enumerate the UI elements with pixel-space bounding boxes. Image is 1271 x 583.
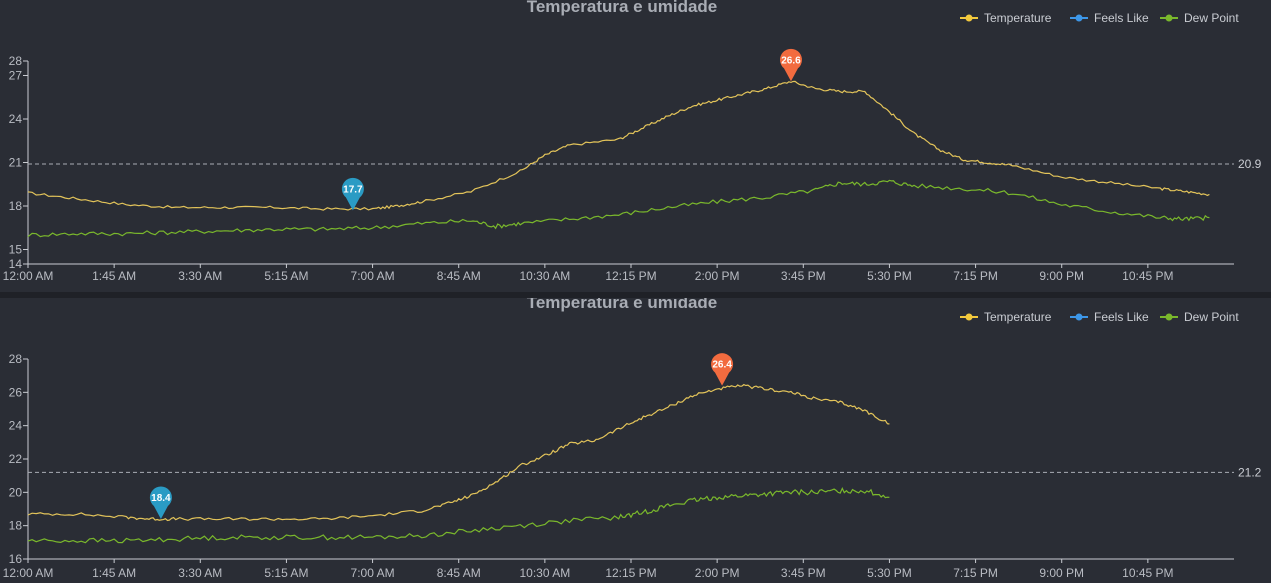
legend-dot-0[interactable]: [965, 313, 973, 321]
x-tick-label: 12:00 AM: [3, 566, 54, 580]
x-tick-label: 9:00 PM: [1039, 566, 1084, 580]
x-tick-label: 9:00 PM: [1039, 269, 1084, 283]
x-tick-label: 3:30 AM: [178, 566, 222, 580]
legend-dot-2[interactable]: [1165, 313, 1173, 321]
max-marker: 26.4: [711, 353, 734, 386]
legend-label-2[interactable]: Dew Point: [1184, 310, 1239, 324]
max-marker-label: 26.6: [781, 55, 801, 66]
x-tick-label: 10:30 AM: [520, 269, 571, 283]
x-tick-label: 2:00 PM: [695, 269, 740, 283]
x-tick-label: 5:30 PM: [867, 566, 912, 580]
x-tick-label: 7:15 PM: [953, 566, 998, 580]
y-tick-label: 16: [9, 552, 23, 566]
panel-divider: [0, 292, 1271, 298]
legend-label-0[interactable]: Temperature: [984, 11, 1052, 25]
average-label: 20.9: [1238, 157, 1262, 171]
series-line-temperature: [27, 80, 1210, 211]
y-tick-label: 22: [9, 452, 23, 466]
x-tick-label: 5:15 AM: [264, 269, 308, 283]
y-tick-label: 15: [9, 243, 23, 257]
x-tick-label: 3:45 PM: [781, 269, 826, 283]
chart-title: Temperatura e umidade: [527, 298, 718, 312]
min-marker: 17.7: [341, 177, 364, 211]
temperature-chart-bottom: Temperatura e umidade Temperature Feels Li…: [3, 298, 1262, 580]
y-tick-label: 18: [9, 519, 23, 533]
x-tick-label: 8:45 AM: [437, 566, 481, 580]
x-tick-label: 1:45 AM: [92, 269, 136, 283]
x-tick-label: 10:30 AM: [520, 566, 571, 580]
y-tick-label: 28: [9, 54, 23, 68]
x-tick-label: 7:00 AM: [351, 269, 395, 283]
max-marker-label: 26.4: [712, 360, 732, 371]
y-tick-label: 24: [9, 419, 23, 433]
max-marker-pin: [779, 48, 802, 82]
y-tick-label: 27: [9, 69, 23, 83]
legend-dot-2[interactable]: [1165, 14, 1173, 22]
y-tick-label: 28: [9, 352, 23, 366]
min-marker-pin: [149, 486, 172, 519]
y-tick-label: 14: [9, 257, 23, 271]
chart-title: Temperatura e umidade: [527, 0, 718, 16]
x-tick-label: 5:30 PM: [867, 269, 912, 283]
x-tick-label: 12:15 PM: [605, 269, 656, 283]
y-tick-label: 24: [9, 112, 23, 126]
x-tick-label: 5:15 AM: [264, 566, 308, 580]
max-marker: 26.6: [779, 48, 802, 82]
series-line-temperature: [27, 383, 890, 522]
y-tick-label: 21: [9, 156, 23, 170]
y-tick-label: 26: [9, 385, 23, 399]
min-marker-pin: [341, 177, 364, 211]
min-marker-label: 18.4: [151, 493, 171, 504]
legend-dot-1[interactable]: [1075, 14, 1083, 22]
legend-label-1[interactable]: Feels Like: [1094, 310, 1149, 324]
legend-dot-1[interactable]: [1075, 313, 1083, 321]
x-tick-label: 3:30 AM: [178, 269, 222, 283]
average-label: 21.2: [1238, 465, 1262, 479]
min-marker: 18.4: [149, 486, 172, 519]
legend-label-1[interactable]: Feels Like: [1094, 11, 1149, 25]
legend-label-0[interactable]: Temperature: [984, 310, 1052, 324]
y-tick-label: 20: [9, 485, 23, 499]
x-tick-label: 10:45 PM: [1122, 566, 1173, 580]
x-tick-label: 12:15 PM: [605, 566, 656, 580]
y-tick-label: 18: [9, 199, 23, 213]
temperature-chart-top: Temperatura e umidade Temperature Feels Li…: [3, 0, 1262, 283]
x-tick-label: 3:45 PM: [781, 566, 826, 580]
x-tick-label: 2:00 PM: [695, 566, 740, 580]
series-line-dew-point: [27, 179, 1210, 238]
x-tick-label: 12:00 AM: [3, 269, 54, 283]
x-tick-label: 7:15 PM: [953, 269, 998, 283]
x-tick-label: 7:00 AM: [351, 566, 395, 580]
chart-panel-top: Temperatura e umidade Temperature Feels Li…: [2, 0, 1262, 283]
min-marker-label: 17.7: [343, 184, 363, 195]
legend-dot-0[interactable]: [965, 14, 973, 22]
chart-panel-bottom: Temperatura e umidade Temperature Feels Li…: [0, 298, 1271, 583]
x-tick-label: 8:45 AM: [437, 269, 481, 283]
x-tick-label: 10:45 PM: [1122, 269, 1173, 283]
max-marker-pin: [711, 353, 734, 386]
series-line-dew-point: [27, 486, 890, 544]
x-tick-label: 1:45 AM: [92, 566, 136, 580]
legend-label-2[interactable]: Dew Point: [1184, 11, 1239, 25]
